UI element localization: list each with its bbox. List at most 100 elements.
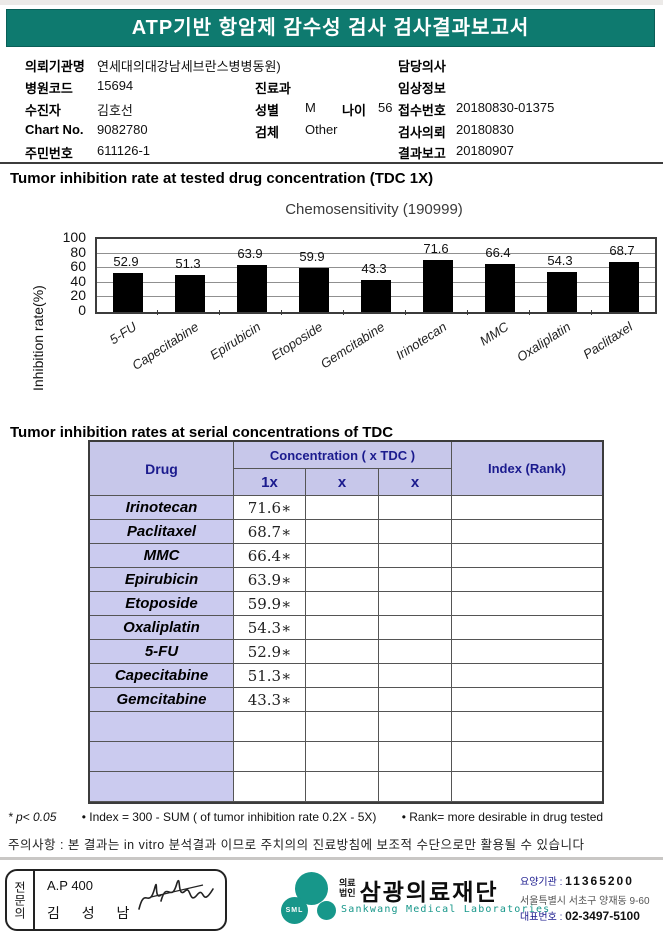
table-row: Irinotecan 71.6∗ [90,496,602,520]
drug-name-cell: MMC [90,544,234,568]
label-sex: 성별 [255,103,279,118]
concentration-1x-cell: 66.4∗ [234,544,306,568]
concentration-x2-cell [306,712,379,742]
top-strip [0,0,663,5]
drug-name-cell: Capecitabine [90,664,234,688]
table-row [90,742,602,772]
header-concentration: Concentration ( x TDC ) [234,442,452,469]
section-title-tdc: Tumor inhibition rate at tested drug con… [10,170,434,187]
sml-logo-mark: SML [281,897,308,924]
drug-name-cell: Epirubicin [90,568,234,592]
index-rank-cell [452,592,602,616]
concentration-x2-cell [306,544,379,568]
x-axis-tick-mark [157,310,158,315]
concentration-x3-cell [379,544,452,568]
label-clinical-info: 임상정보 [398,81,446,96]
concentration-1x-cell [234,712,306,742]
y-axis-tick-label: 80 [70,243,86,260]
value-chart-no: 9082780 [97,122,148,137]
drug-name-cell [90,742,234,772]
index-rank-cell [452,712,602,742]
table-row: Paclitaxel 68.7∗ [90,520,602,544]
concentration-x3-cell [379,640,452,664]
specialist-signature-content: A.P 400 김 성 남 [35,871,225,929]
concentration-x2-cell [306,772,379,802]
index-rank-cell [452,520,602,544]
bar-value-label: 68.7 [609,242,635,258]
value-specimen: Other [305,122,338,137]
bar-value-label: 54.3 [547,253,573,269]
contact-phone-label: 대표번호 [520,912,557,923]
y-axis-tick-label: 100 [62,229,86,245]
concentration-x2-cell [306,742,379,772]
bar-value-label: 63.9 [237,246,263,262]
index-rank-cell [452,544,602,568]
chemosensitivity-chart: Chemosensitivity (190999) Inhibition rat… [0,195,663,407]
concentration-x3-cell [379,616,452,640]
y-axis-tick-label: 0 [78,302,86,318]
concentration-x2-cell [306,568,379,592]
value-age: 56 [378,100,393,115]
drug-name-cell: Irinotecan [90,496,234,520]
label-report-date: 결과보고 [398,146,446,161]
concentration-1x-cell [234,772,306,802]
organization-name: 삼광의료재단 [359,879,499,905]
organization-name-english: Sankwang Medical Laboratories [341,904,551,915]
contact-institution-line: 요양기관 : 11365200 [520,874,634,888]
contact-institution-label: 요양기관 [520,877,557,888]
table-row: Etoposide 59.9∗ [90,592,602,616]
table-row: Gemcitabine 43.3∗ [90,688,602,712]
chart-gridline [97,267,655,269]
header-concentration-group: Concentration ( x TDC ) 1x x x [234,442,452,496]
sml-logo-blob-small [317,901,336,920]
x-axis-tick-mark [591,310,592,315]
concentration-1x-cell: 51.3∗ [234,664,306,688]
specialist-name: 김 성 남 [47,905,139,921]
label-department: 진료과 [255,81,291,96]
x-axis-tick-mark [281,310,282,315]
index-rank-cell [452,742,602,772]
org-type-line1: 의료 [339,878,356,888]
specialist-code: A.P 400 [47,878,94,893]
x-axis-tick-mark [529,310,530,315]
value-sex: M [305,100,316,115]
label-specimen: 검체 [255,125,279,140]
label-age: 나이 [342,103,366,118]
concentration-x2-cell [306,592,379,616]
label-hospital-code: 병원코드 [25,81,73,96]
organization-type: 의료 법인 [339,878,356,898]
drug-name-cell: 5-FU [90,640,234,664]
value-report-date: 20180907 [456,143,514,158]
table-row: Capecitabine 51.3∗ [90,664,602,688]
concentration-x3-cell [379,712,452,742]
caution-note: 주의사항 : 본 결과는 in vitro 분석결과 이므로 주치의의 진료방침… [8,838,585,852]
label-institution: 의뢰기관명 [25,59,85,74]
x-axis-category-label: 5-FU [106,319,140,348]
index-rank-cell [452,568,602,592]
report-title-banner: ATP기반 항암제 감수성 검사 검사결과보고서 [6,9,655,47]
sml-logo-text: SML [285,907,304,914]
label-chart-no: Chart No. [25,122,84,137]
concentration-x3-cell [379,688,452,712]
bar-value-label: 66.4 [485,244,511,260]
table-header: Drug Concentration ( x TDC ) 1x x x Inde… [90,442,602,496]
contact-institution-number: 11365200 [565,874,634,888]
index-rank-cell [452,772,602,802]
header-1x: 1x [234,469,306,496]
chart-bar [299,268,329,312]
chart-bar [609,261,639,312]
contact-address: 서울특별시 서초구 양재동 9-60 [520,896,650,907]
concentration-x2-cell [306,688,379,712]
y-axis-tick-label: 20 [70,287,86,304]
value-request-date: 20180830 [456,122,514,137]
concentration-x2-cell [306,664,379,688]
contact-phone-number: 02-3497-5100 [565,909,640,923]
x-axis-tick-mark [467,310,468,315]
footnote-significance: * p< 0.05 [8,810,57,824]
chart-title: Chemosensitivity (190999) [285,201,463,218]
drug-name-cell: Etoposide [90,592,234,616]
concentration-1x-cell: 43.3∗ [234,688,306,712]
concentration-x3-cell [379,742,452,772]
chart-bar [485,263,515,312]
